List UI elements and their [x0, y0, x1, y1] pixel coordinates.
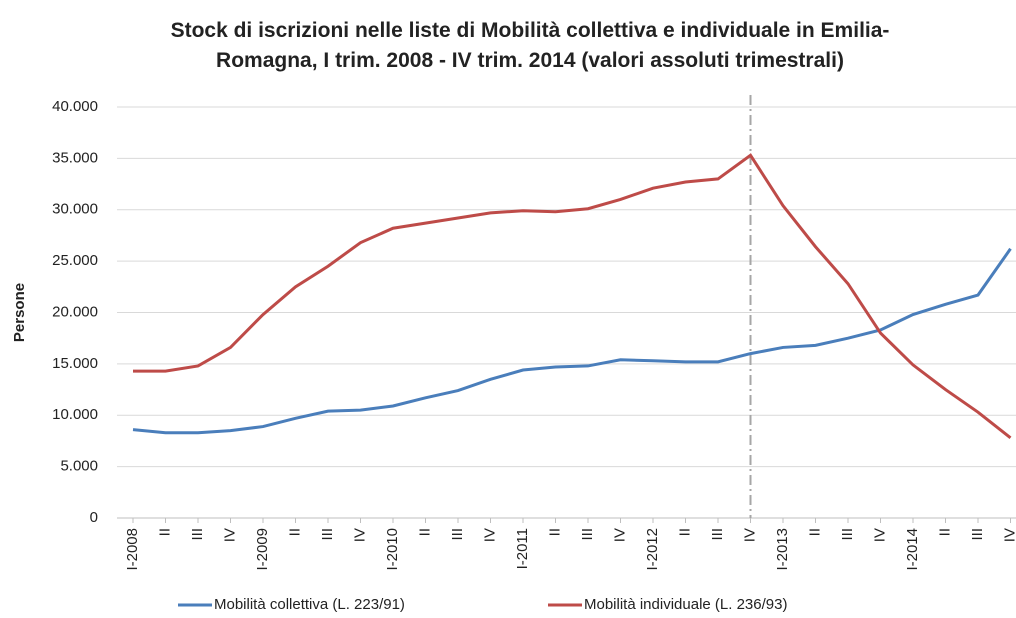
y-tick-label: 30.000 [52, 201, 98, 218]
x-tick-label: III [189, 528, 206, 541]
x-tick-label: III [319, 528, 336, 541]
x-tick-label: I-2012 [644, 528, 661, 571]
x-tick-label: III [839, 528, 856, 541]
x-tick-label: IV [221, 528, 238, 542]
x-tick-label: I-2013 [774, 528, 791, 571]
x-tick-label: III [449, 528, 466, 541]
x-tick-label: II [286, 528, 303, 536]
y-tick-label: 10.000 [52, 406, 98, 423]
y-tick-label: 5.000 [60, 458, 98, 475]
x-tick-label: I-2010 [384, 528, 401, 571]
x-tick-label: II [546, 528, 563, 536]
legend-label: Mobilità individuale (L. 236/93) [584, 596, 787, 613]
x-tick-label: I-2008 [124, 528, 141, 571]
x-tick-label: IV [741, 528, 758, 542]
x-tick-label: IV [611, 528, 628, 542]
x-tick-label: II [936, 528, 953, 536]
x-tick-label: II [416, 528, 433, 536]
y-tick-label: 20.000 [52, 303, 98, 320]
y-tick-label: 35.000 [52, 149, 98, 166]
y-tick-label: 15.000 [52, 355, 98, 372]
x-tick-label: IV [871, 528, 888, 542]
x-tick-label: IV [481, 528, 498, 542]
chart-title: Stock di iscrizioni nelle liste di Mobil… [170, 19, 890, 72]
x-tick-label: III [709, 528, 726, 541]
y-axis-label: Persone [11, 283, 28, 342]
x-tick-label: I-2009 [254, 528, 271, 571]
y-tick-label: 25.000 [52, 252, 98, 269]
legend-label: Mobilità collettiva (L. 223/91) [214, 596, 405, 613]
x-tick-label: II [806, 528, 823, 536]
y-tick-label: 40.000 [52, 98, 98, 115]
x-tick-label: IV [351, 528, 368, 542]
x-tick-label: IV [1001, 528, 1016, 542]
y-tick-label: 0 [90, 509, 98, 526]
x-tick-label: II [676, 528, 693, 536]
x-tick-label: II [156, 528, 173, 536]
series-line [133, 153, 1012, 440]
x-tick-label: I-2014 [904, 528, 921, 571]
x-tick-label: III [969, 528, 986, 541]
x-tick-label: III [579, 528, 596, 541]
x-tick-label: I-2011 [514, 528, 531, 569]
series-line [132, 247, 1012, 435]
